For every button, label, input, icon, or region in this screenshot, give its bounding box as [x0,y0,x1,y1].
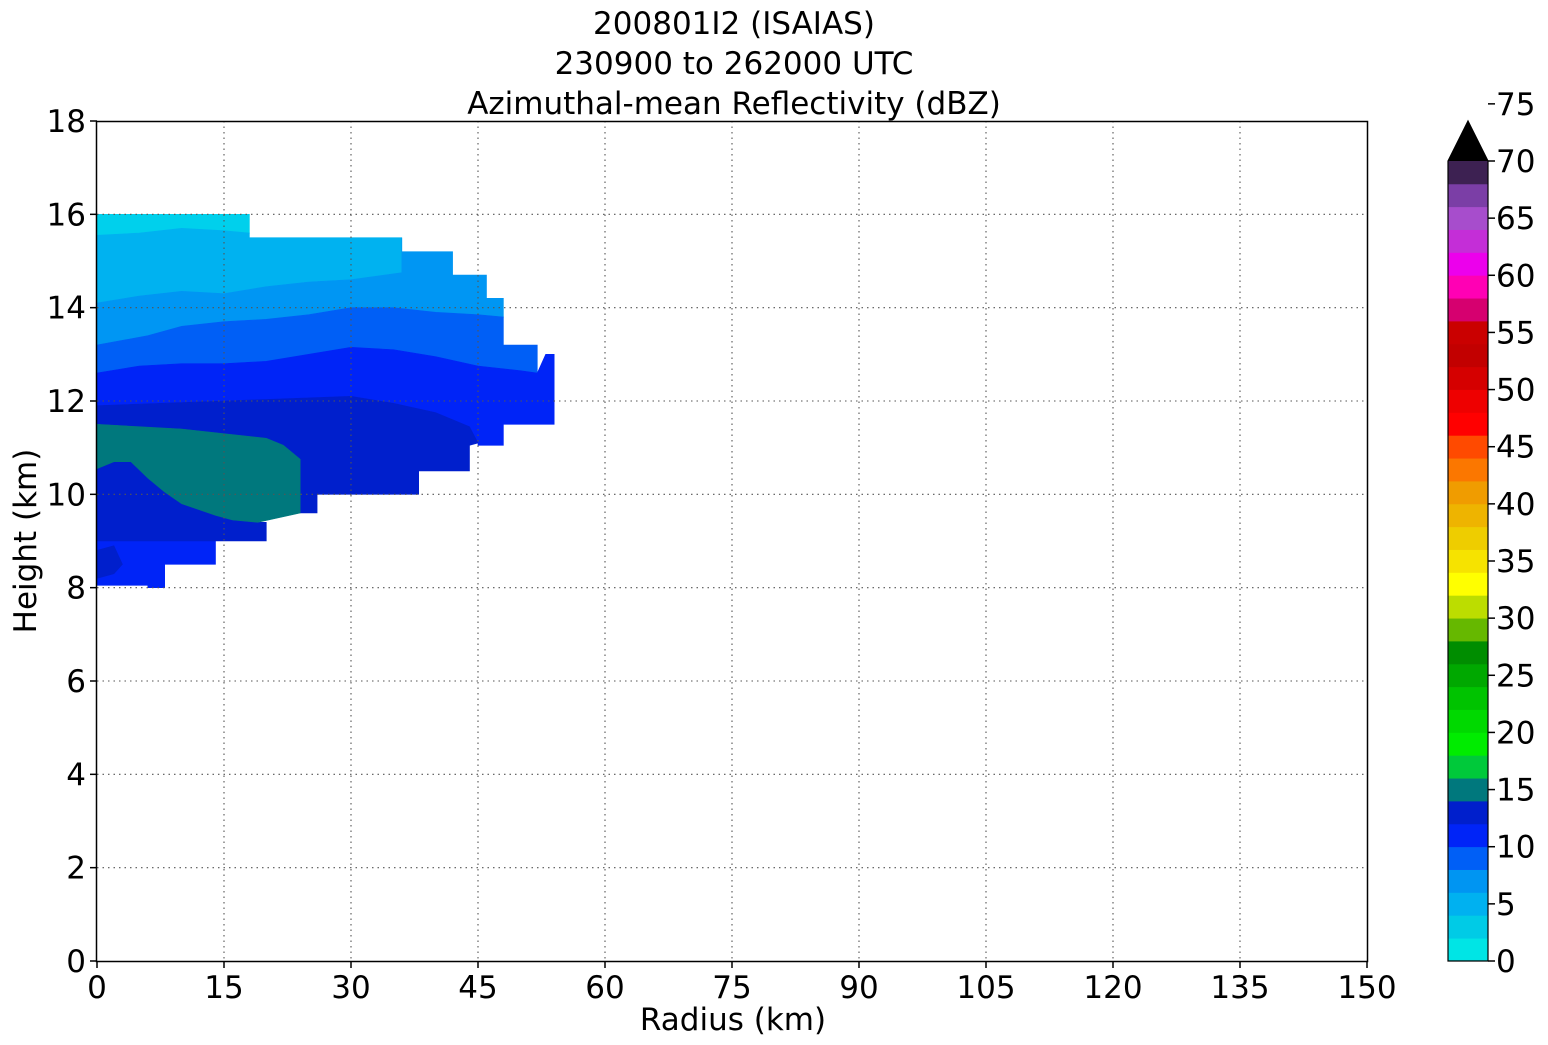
colorbar-segment [1448,183,1488,208]
chart-title-line-2: 230900 to 262000 UTC [555,46,914,82]
colorbar-segment [1448,938,1488,962]
colorbar-tick-label: 10 [1496,830,1535,866]
colorbar-segment [1448,458,1488,482]
colorbar-segment [1448,412,1488,436]
x-tick-label: 120 [1083,970,1142,1006]
colorbar-tick-label: 45 [1496,430,1535,466]
colorbar-tick-label: 70 [1496,144,1535,180]
colorbar-segment [1448,321,1488,345]
colorbar-tick-label: 0 [1496,944,1516,980]
colorbar-segment [1448,549,1488,573]
y-tick-label: 14 [47,291,86,327]
grid-lines [97,121,1367,961]
colorbar-segment [1448,618,1488,642]
y-tick-label: 16 [47,197,86,233]
colorbar-segment [1448,778,1488,802]
contour-region-10 [96,423,301,523]
colorbar-segment [1448,229,1488,253]
colorbar-segment [1448,641,1488,665]
y-tick-label: 10 [47,477,86,513]
y-axis-label: Height (km) [8,449,44,634]
x-tick-label: 75 [712,970,751,1006]
y-tick-label: 4 [66,757,86,793]
x-tick-label: 105 [956,970,1015,1006]
x-tick-label: 150 [1337,970,1396,1006]
colorbar: 0 5 10 15 20 25 30 35 40 45 50 55 60 65 70 75 [1447,87,1535,980]
colorbar-segment [1448,823,1488,848]
y-axis-ticks: 0 2 4 6 8 10 12 14 16 18 [47,104,97,980]
colorbar-segment [1448,526,1488,550]
colorbar-segment [1448,366,1488,390]
colorbar-segment [1448,869,1488,893]
y-tick-label: 0 [66,944,86,980]
colorbar-tick-label: 35 [1496,544,1535,580]
colorbar-segment [1448,801,1488,825]
y-tick-label: 2 [66,851,86,887]
colorbar-tick-label: 25 [1496,658,1535,694]
chart-title-line-1: 200801I2 (ISAIAS) [593,6,875,42]
colorbar-segment [1448,206,1488,230]
colorbar-segment [1448,435,1488,459]
contour-regions [96,214,555,589]
colorbar-segment [1448,595,1488,619]
y-tick-label: 8 [66,571,86,607]
x-tick-label: 45 [458,970,497,1006]
colorbar-tick-label: 5 [1496,887,1516,923]
colorbar-segment [1448,503,1488,528]
colorbar-segment [1448,298,1488,322]
colorbar-tick-label: 55 [1496,315,1535,351]
x-tick-label: 0 [87,970,107,1006]
colorbar-segment [1448,275,1488,299]
colorbar-extend-arrow [1448,121,1488,161]
colorbar-segment [1448,252,1488,276]
x-tick-label: 135 [1210,970,1269,1006]
colorbar-tick-label: 50 [1496,373,1535,409]
x-tick-label: 90 [839,970,878,1006]
colorbar-tick-label: 65 [1496,201,1535,237]
colorbar-tick-label: 15 [1496,773,1535,809]
colorbar-segment [1448,161,1488,185]
colorbar-outline [1447,119,1489,962]
y-tick-label: 18 [47,104,86,140]
colorbar-tick-label: 20 [1496,715,1535,751]
colorbar-segment [1448,572,1488,596]
x-tick-label: 30 [331,970,370,1006]
colorbar-segment [1448,709,1488,733]
y-tick-label: 6 [66,664,86,700]
x-axis-ticks: 0 15 30 45 60 75 90 105 120 135 150 [87,961,1397,1006]
colorbar-segment [1448,686,1488,710]
colorbar-segment [1448,892,1488,916]
y-tick-label: 12 [47,384,86,420]
colorbar-segment [1448,755,1488,779]
colorbar-segment [1448,663,1488,688]
chart-title-line-3: Azimuthal-mean Reflectivity (dBZ) [467,86,1001,122]
colorbar-tick-label: 75 [1496,87,1535,123]
x-tick-label: 15 [204,970,243,1006]
colorbar-segment [1448,481,1488,505]
x-axis-label: Radius (km) [640,1002,826,1038]
colorbar-segment [1448,846,1488,870]
x-tick-label: 60 [585,970,624,1006]
colorbar-segment [1448,389,1488,413]
colorbar-segment [1448,732,1488,756]
colorbar-tick-label: 30 [1496,601,1535,637]
colorbar-tick-label: 60 [1496,258,1535,294]
colorbar-segment [1448,343,1488,368]
colorbar-tick-label: 40 [1496,487,1535,523]
colorbar-segment [1448,915,1488,939]
